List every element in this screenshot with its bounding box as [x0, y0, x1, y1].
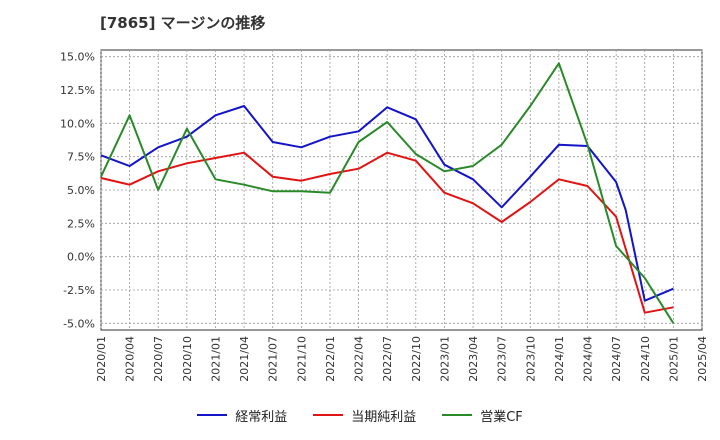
series-line-1	[100, 105, 674, 302]
x-tick-label: 2024/10	[639, 336, 652, 382]
x-tick-label: 2021/07	[267, 336, 280, 382]
series-line-3	[100, 62, 675, 324]
y-tick-label: -2.5%	[63, 284, 95, 297]
x-tick-label: 2024/01	[553, 336, 566, 382]
x-tick-label: 2023/04	[467, 336, 480, 382]
x-tick-label: 2020/07	[152, 336, 165, 382]
y-tick-label: 12.5%	[60, 84, 95, 97]
x-tick-label: 2020/04	[124, 336, 137, 382]
x-tick-label: 2021/10	[295, 336, 308, 382]
chart-legend: 経常利益 当期純利益 営業CF	[0, 400, 720, 430]
x-tick-label: 2020/10	[181, 336, 194, 382]
x-tick-label: 2023/07	[496, 336, 509, 382]
chart-title: [7865] マージンの推移	[100, 14, 266, 32]
x-tick-label: 2021/04	[238, 336, 251, 382]
legend-swatch	[313, 414, 344, 416]
y-tick-label: 0.0%	[67, 251, 95, 264]
x-tick-label: 2020/01	[95, 336, 108, 382]
legend-label: 当期純利益	[351, 409, 417, 425]
x-tick-label: 2022/07	[381, 336, 394, 382]
y-tick-label: 2.5%	[67, 217, 95, 230]
y-tick-label: 10.0%	[60, 117, 95, 130]
legend-item-2: 当期純利益	[313, 406, 416, 425]
x-tick-label: 2025/04	[696, 336, 709, 382]
legend-label: 経常利益	[235, 409, 288, 425]
x-tick-label: 2021/01	[209, 336, 222, 382]
legend-label: 営業CF	[480, 409, 523, 425]
x-tick-label: 2023/01	[438, 336, 451, 382]
x-tick-label: 2022/04	[353, 336, 366, 382]
x-tick-label: 2024/04	[582, 336, 595, 382]
x-tick-label: 2022/01	[324, 336, 337, 382]
y-tick-label: 15.0%	[60, 51, 95, 64]
x-tick-label: 2024/07	[610, 336, 623, 382]
x-tick-label: 2025/01	[667, 336, 680, 382]
legend-swatch	[442, 414, 473, 416]
legend-swatch	[197, 414, 228, 416]
y-tick-label: 7.5%	[67, 151, 95, 164]
series-line-2	[100, 151, 674, 314]
x-tick-label: 2023/10	[524, 336, 537, 382]
y-tick-label: 5.0%	[67, 184, 95, 197]
x-tick-label: 2022/10	[410, 336, 423, 382]
y-tick-label: -5.0%	[63, 317, 95, 330]
legend-item-3: 営業CF	[442, 406, 523, 425]
legend-item-1: 経常利益	[197, 406, 287, 425]
